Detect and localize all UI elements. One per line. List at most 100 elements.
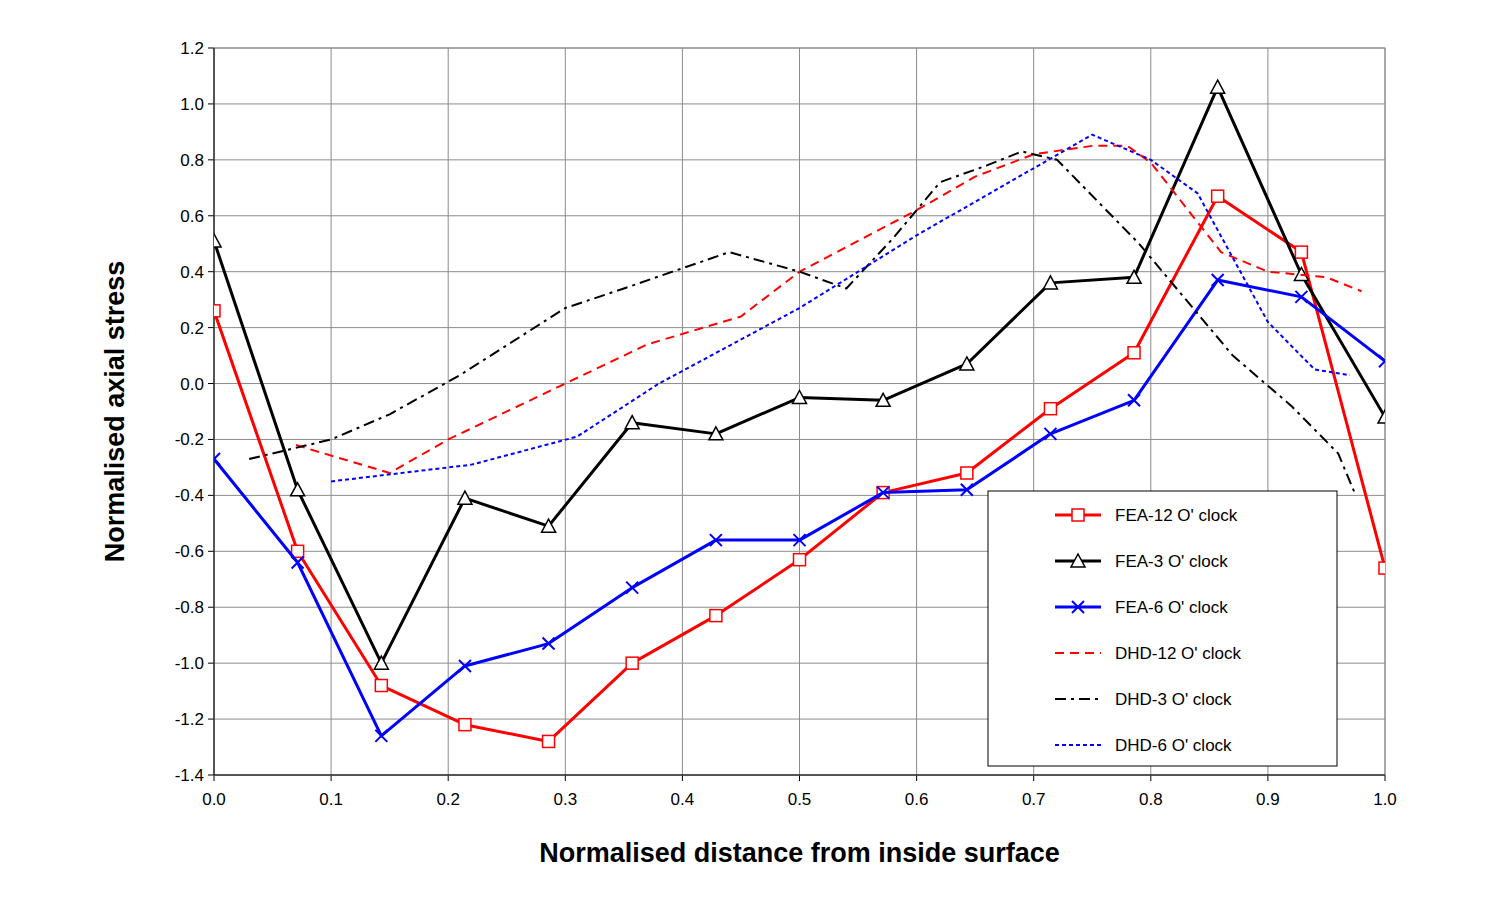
x-axis-label: Normalised distance from inside surface	[539, 838, 1060, 868]
point	[1211, 80, 1225, 93]
point	[1128, 347, 1140, 359]
point	[458, 491, 472, 504]
point	[292, 556, 304, 568]
y-tick-label: -1.0	[175, 654, 204, 673]
point	[1378, 410, 1385, 423]
x-grid-line	[331, 48, 332, 775]
y-tick	[208, 159, 214, 160]
x-tick	[1267, 775, 1268, 781]
y-tick	[208, 551, 214, 552]
legend-label: FEA-12 O' clock	[1115, 506, 1238, 525]
point	[459, 719, 471, 731]
legend-swatch	[1055, 698, 1101, 700]
point	[1379, 562, 1385, 574]
y-tick	[208, 663, 214, 664]
point	[1295, 246, 1307, 258]
y-tick-label: 0.0	[180, 375, 204, 394]
legend-label: FEA-6 O' clock	[1115, 598, 1228, 617]
x-tick-label: 0.9	[1256, 790, 1280, 809]
series	[296, 146, 1362, 473]
legend-marker	[1071, 554, 1085, 567]
x-tick-label: 0.1	[319, 790, 343, 809]
y-grid-line	[214, 383, 1385, 384]
point	[1044, 403, 1056, 415]
y-tick	[208, 775, 214, 776]
y-tick-label: -1.4	[175, 766, 204, 785]
y-tick	[208, 719, 214, 720]
x-tick	[1150, 775, 1151, 781]
y-tick-label: -0.8	[175, 598, 204, 617]
y-grid-line	[214, 327, 1385, 328]
x-axis-line	[214, 775, 1385, 776]
x-grid-line	[682, 48, 683, 775]
plot-frame	[214, 48, 1385, 775]
point	[960, 357, 974, 370]
y-tick	[208, 271, 214, 272]
legend-swatch	[1055, 652, 1101, 654]
x-tick-label: 0.7	[1022, 790, 1046, 809]
point	[710, 610, 722, 622]
x-grid-line	[448, 48, 449, 775]
point	[794, 554, 806, 566]
point	[542, 519, 556, 532]
x-tick-label: 0.2	[436, 790, 460, 809]
legend-box	[988, 491, 1337, 766]
y-tick-label: -0.2	[175, 430, 204, 449]
series	[331, 135, 1350, 482]
point	[626, 582, 638, 594]
point	[961, 484, 973, 496]
chart: 0.0 0.1 0.2 0.3 0.4 0.5 0.6 0.7 0.8 0.9 1.0 -1.4 -1.…	[0, 0, 1508, 917]
x-tick	[682, 775, 683, 781]
x-tick-label: 0.3	[553, 790, 577, 809]
point	[1044, 428, 1056, 440]
point	[626, 657, 638, 669]
x-tick-label: 0.6	[905, 790, 929, 809]
point	[543, 735, 555, 747]
point	[1212, 190, 1224, 202]
x-tick	[565, 775, 566, 781]
series-line	[249, 151, 1356, 495]
legend-marker	[1072, 509, 1084, 521]
point	[877, 487, 889, 499]
series-line	[214, 196, 1385, 741]
x-tick	[1385, 775, 1386, 781]
x-tick	[1033, 775, 1034, 781]
x-grid-line	[916, 48, 917, 775]
grid	[208, 48, 1385, 781]
legend-swatch	[1055, 744, 1101, 746]
x-grid-line	[565, 48, 566, 775]
point	[543, 638, 555, 650]
y-tick	[208, 327, 214, 328]
point	[374, 656, 388, 669]
y-tick-label: 0.4	[180, 263, 204, 282]
point	[793, 391, 807, 404]
y-tick-label: -0.4	[175, 486, 204, 505]
y-tick	[208, 103, 214, 104]
legend-marker	[1072, 601, 1084, 613]
y-tick	[208, 439, 214, 440]
point	[710, 534, 722, 546]
legend-label: DHD-3 O' clock	[1115, 690, 1232, 709]
point	[1212, 274, 1224, 286]
legend: FEA-12 O' clockFEA-3 O' clockFEA-6 O' cl…	[988, 491, 1337, 766]
y-tick	[208, 383, 214, 384]
y-tick-label: 1.0	[180, 95, 204, 114]
plot-area	[214, 80, 1385, 747]
x-tick-label: 0.5	[788, 790, 812, 809]
series-line	[296, 146, 1362, 473]
y-axis-label: Normalised axial stress	[100, 261, 130, 563]
y-tick	[208, 48, 214, 49]
point	[1295, 291, 1307, 303]
point	[961, 467, 973, 479]
series-line	[331, 135, 1350, 482]
y-grid-line	[214, 775, 1385, 776]
point	[1379, 355, 1385, 367]
y-grid-line	[214, 159, 1385, 160]
x-tick	[331, 775, 332, 781]
point	[1128, 394, 1140, 406]
point	[709, 427, 723, 440]
x-tick-label: 0.8	[1139, 790, 1163, 809]
point	[1127, 270, 1141, 283]
y-tick	[208, 495, 214, 496]
y-tick-label: -1.2	[175, 710, 204, 729]
